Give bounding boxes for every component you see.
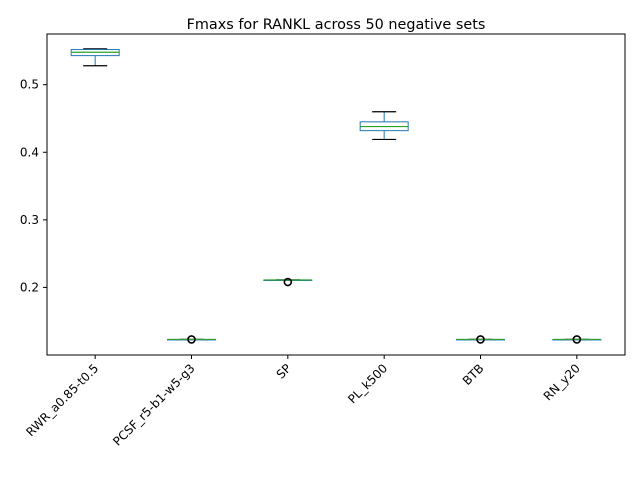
outlier-point xyxy=(572,335,582,344)
y-tick-label: 0.5 xyxy=(20,78,39,92)
box-group xyxy=(167,335,216,344)
box-group xyxy=(70,48,120,67)
box-group xyxy=(456,335,505,344)
chart-title: Fmaxs for RANKL across 50 negative sets xyxy=(187,17,486,33)
outlier-point xyxy=(283,277,293,287)
box-group xyxy=(552,335,602,344)
box-group xyxy=(263,277,313,287)
y-tick-label: 0.2 xyxy=(20,280,39,294)
outlier-point xyxy=(476,335,485,344)
box-group xyxy=(359,111,409,141)
y-tick-label: 0.3 xyxy=(20,213,39,227)
y-tick-label: 0.4 xyxy=(20,145,39,159)
y-axis: 0.2 0.3 0.4 0.5 xyxy=(20,78,47,294)
plot-area xyxy=(70,48,602,344)
outlier-point xyxy=(187,335,196,344)
axes-frame xyxy=(46,33,626,356)
